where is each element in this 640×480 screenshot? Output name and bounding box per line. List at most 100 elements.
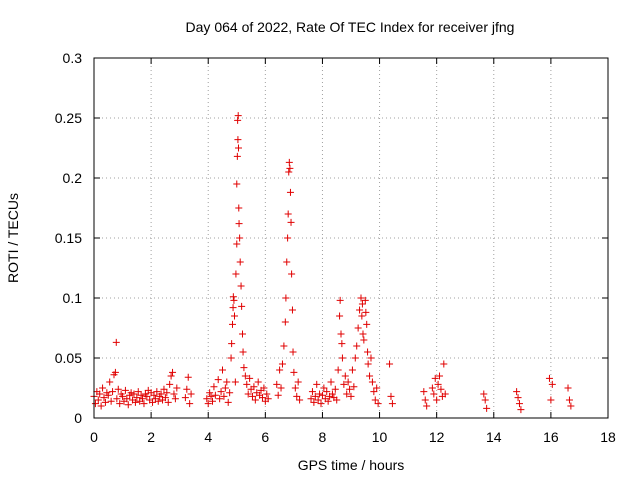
data-point (547, 396, 555, 404)
data-point (481, 396, 489, 404)
data-point (140, 400, 148, 408)
data-point (371, 396, 379, 404)
data-point (317, 400, 325, 408)
data-point (116, 400, 124, 408)
data-point (515, 400, 523, 408)
data-point (364, 360, 372, 368)
data-point (313, 380, 321, 388)
data-point (273, 380, 281, 388)
data-point (181, 394, 189, 402)
data-point (346, 385, 354, 393)
data-point (291, 384, 299, 392)
data-point (260, 384, 268, 392)
x-tick-label: 8 (319, 429, 327, 445)
data-point (238, 302, 246, 310)
data-point (286, 164, 294, 172)
data-point (285, 158, 293, 166)
data-point (310, 398, 318, 406)
data-point (234, 112, 242, 120)
data-point (233, 240, 241, 248)
data-point (348, 366, 356, 374)
y-tick-labels: 0 0.05 0.1 0.15 0.2 0.25 0.3 (55, 50, 82, 426)
data-point (204, 400, 212, 408)
data-point (157, 390, 165, 398)
data-point (316, 390, 324, 398)
x-tick-label: 0 (90, 429, 98, 445)
data-point (343, 390, 351, 398)
data-point (226, 389, 234, 397)
data-point (336, 296, 344, 304)
data-point (565, 396, 573, 404)
data-point (150, 391, 158, 399)
data-point (224, 398, 232, 406)
x-tick-label: 6 (261, 429, 269, 445)
data-point (373, 384, 381, 392)
data-point (241, 372, 249, 380)
y-tick-label: 0.1 (63, 290, 83, 306)
data-point (124, 401, 132, 409)
data-point (234, 144, 242, 152)
data-point (288, 270, 296, 278)
data-point (97, 402, 105, 410)
data-point (137, 391, 145, 399)
data-point (91, 400, 99, 408)
x-tick-labels: 0 2 4 6 8 10 12 14 16 18 (90, 429, 616, 445)
data-point (282, 294, 290, 302)
data-point (237, 282, 245, 290)
data-point (356, 306, 364, 314)
data-point (308, 388, 316, 396)
data-point (278, 360, 286, 368)
data-point (336, 312, 344, 320)
data-point (358, 312, 366, 320)
data-point (318, 391, 326, 399)
data-point (99, 384, 107, 392)
data-point (283, 258, 291, 266)
data-point (294, 378, 302, 386)
data-point (131, 398, 139, 406)
data-point (211, 391, 219, 399)
data-point (104, 391, 112, 399)
data-point (246, 374, 254, 382)
data-point (214, 376, 222, 384)
data-point (311, 392, 319, 400)
data-point (164, 398, 172, 406)
data-point (280, 342, 288, 350)
data-point (228, 320, 236, 328)
y-tick-label: 0.05 (55, 350, 82, 366)
data-point (284, 210, 292, 218)
data-point (480, 390, 488, 398)
data-point (107, 397, 115, 405)
data-point (274, 391, 282, 399)
data-point (284, 234, 292, 242)
data-point (238, 330, 246, 338)
data-point (236, 234, 244, 242)
data-point (334, 366, 342, 374)
data-point (100, 394, 108, 402)
y-tick-label: 0.3 (63, 50, 83, 66)
data-point (333, 396, 341, 404)
data-point (263, 390, 271, 398)
data-point (163, 389, 171, 397)
data-point (109, 388, 117, 396)
data-point (216, 395, 224, 403)
data-point (288, 306, 296, 314)
data-point (111, 368, 119, 376)
data-point (517, 406, 525, 414)
data-point (514, 394, 522, 402)
data-point (423, 402, 431, 410)
data-point (167, 372, 175, 380)
data-point (364, 348, 372, 356)
data-point (347, 392, 355, 400)
data-point (123, 395, 131, 403)
data-point (367, 354, 375, 362)
data-point (350, 383, 358, 391)
data-point (207, 392, 215, 400)
data-point (143, 392, 151, 400)
data-point (545, 374, 553, 382)
data-point (219, 366, 226, 374)
data-point (113, 395, 121, 403)
data-point (121, 386, 129, 394)
data-point (357, 294, 365, 302)
data-point (431, 374, 439, 382)
x-tick-label: 16 (543, 429, 559, 445)
